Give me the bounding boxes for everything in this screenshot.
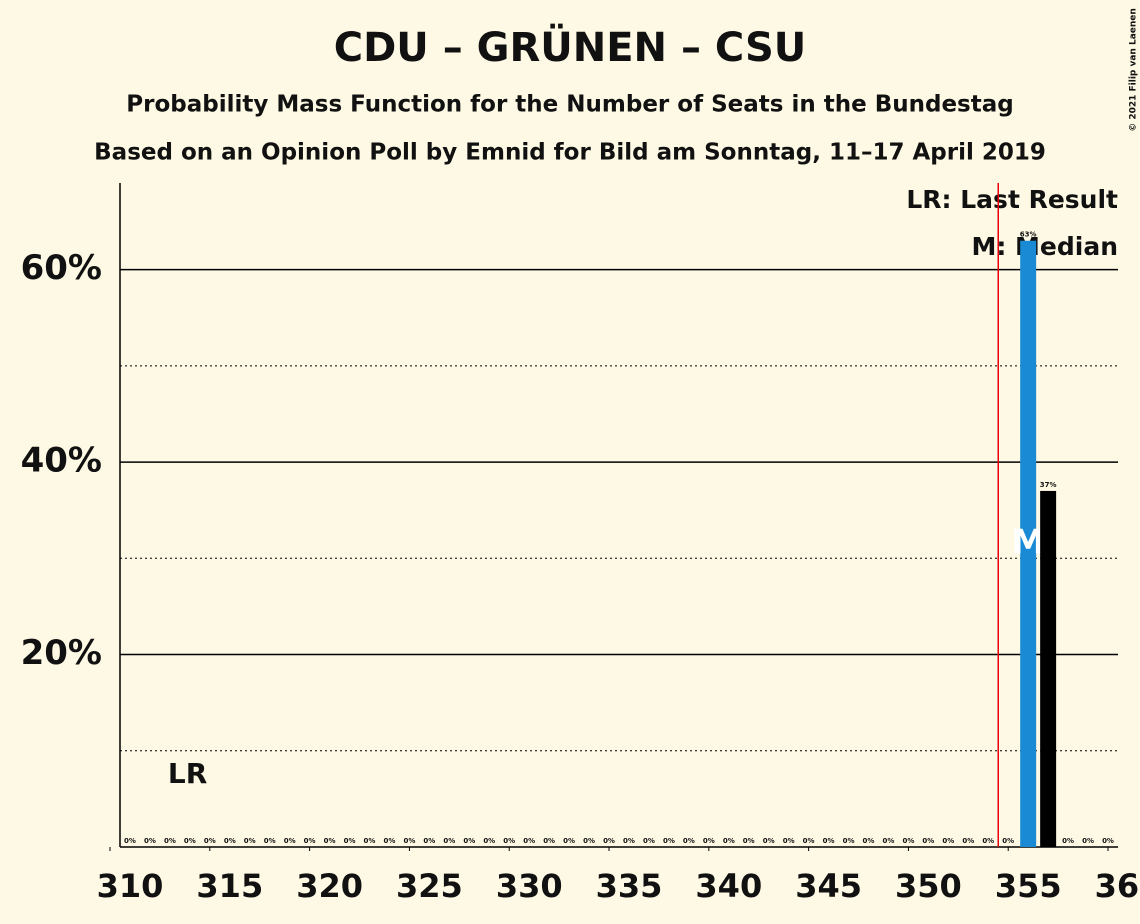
- value-label: 0%: [483, 837, 495, 845]
- value-label: 0%: [184, 837, 196, 845]
- y-tick-label: 60%: [21, 248, 102, 288]
- value-label: 0%: [164, 837, 176, 845]
- value-label: 0%: [723, 837, 735, 845]
- value-label: 0%: [843, 837, 855, 845]
- y-tick-label: 40%: [21, 441, 102, 481]
- x-tick-label: 315: [196, 867, 263, 905]
- value-label: 0%: [643, 837, 655, 845]
- value-label: 0%: [962, 837, 974, 845]
- value-label: 0%: [244, 837, 256, 845]
- value-label: 0%: [364, 837, 376, 845]
- value-label: 0%: [1002, 837, 1014, 845]
- x-tick-label: 340: [695, 867, 762, 905]
- value-label: 63%: [1020, 231, 1037, 239]
- value-label: 0%: [204, 837, 216, 845]
- value-label: 0%: [523, 837, 535, 845]
- value-label: 0%: [803, 837, 815, 845]
- x-tick-label: 355: [995, 867, 1062, 905]
- value-label: 0%: [384, 837, 396, 845]
- x-tick-label: 350: [895, 867, 962, 905]
- value-label: 0%: [1082, 837, 1094, 845]
- value-label: 0%: [503, 837, 515, 845]
- value-label: 0%: [563, 837, 575, 845]
- value-label: 0%: [284, 837, 296, 845]
- value-label: 0%: [1102, 837, 1114, 845]
- bar: [1040, 490, 1057, 847]
- median-marker: M: [1011, 522, 1045, 562]
- x-tick-label: 330: [496, 867, 563, 905]
- chart-title: CDU – GRÜNEN – CSU: [334, 23, 807, 71]
- value-label: 0%: [603, 837, 615, 845]
- value-label: 0%: [224, 837, 236, 845]
- value-label: 0%: [883, 837, 895, 845]
- value-label: 0%: [823, 837, 835, 845]
- value-label: 0%: [703, 837, 715, 845]
- value-label: 0%: [423, 837, 435, 845]
- chart-caption: Based on an Opinion Poll by Emnid for Bi…: [94, 140, 1046, 166]
- value-label: 37%: [1040, 481, 1057, 489]
- value-label: 0%: [264, 837, 276, 845]
- value-label: 0%: [783, 837, 795, 845]
- value-label: 0%: [443, 837, 455, 845]
- value-label: 0%: [124, 837, 136, 845]
- x-tick-label: 335: [596, 867, 663, 905]
- value-label: 0%: [344, 837, 356, 845]
- value-label: 0%: [583, 837, 595, 845]
- value-label: 0%: [942, 837, 954, 845]
- copyright: © 2021 Filip van Laenen: [1129, 8, 1139, 132]
- legend-entry: LR: Last Result: [906, 185, 1118, 214]
- value-label: 0%: [763, 837, 775, 845]
- value-label: 0%: [1062, 837, 1074, 845]
- x-tick-label: 360: [1095, 867, 1140, 905]
- value-label: 0%: [403, 837, 415, 845]
- y-tick-label: 20%: [21, 633, 102, 673]
- x-tick-label: 345: [795, 867, 862, 905]
- x-tick-label: 325: [396, 867, 463, 905]
- value-label: 0%: [623, 837, 635, 845]
- value-label: 0%: [922, 837, 934, 845]
- value-label: 0%: [663, 837, 675, 845]
- bar: [1020, 240, 1037, 847]
- value-label: 0%: [902, 837, 914, 845]
- chart-subtitle: Probability Mass Function for the Number…: [126, 92, 1013, 118]
- x-tick-label: 320: [296, 867, 363, 905]
- value-label: 0%: [863, 837, 875, 845]
- value-label: 0%: [743, 837, 755, 845]
- value-label: 0%: [324, 837, 336, 845]
- value-label: 0%: [683, 837, 695, 845]
- value-label: 0%: [463, 837, 475, 845]
- x-tick-label: 310: [97, 867, 164, 905]
- value-label: 0%: [543, 837, 555, 845]
- last-result-label: LR: [168, 757, 207, 790]
- value-label: 0%: [304, 837, 316, 845]
- value-label: 0%: [982, 837, 994, 845]
- legend-entry: M: Median: [971, 232, 1118, 261]
- value-label: 0%: [144, 837, 156, 845]
